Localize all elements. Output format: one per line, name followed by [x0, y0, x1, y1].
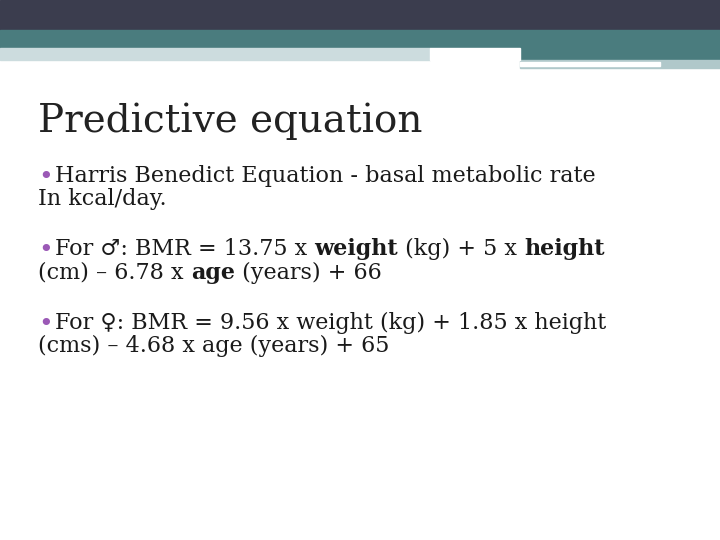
Text: (cm) – 6.78 x: (cm) – 6.78 x: [38, 262, 191, 284]
Text: In kcal/day.: In kcal/day.: [38, 188, 166, 210]
Text: For ♀: BMR = 9.56 x weight (kg) + 1.85 x height: For ♀: BMR = 9.56 x weight (kg) + 1.85 x…: [55, 312, 606, 334]
Bar: [0, 30, 720, 48]
Text: height: height: [524, 238, 604, 260]
Text: •: •: [38, 165, 53, 189]
Text: (cms) – 4.68 x age (years) + 65: (cms) – 4.68 x age (years) + 65: [38, 335, 390, 357]
Text: Harris Benedict Equation - basal metabolic rate: Harris Benedict Equation - basal metabol…: [55, 165, 595, 187]
Bar: [520, 48, 720, 60]
Bar: [0, 0, 720, 30]
Text: For ♂: BMR = 13.75 x: For ♂: BMR = 13.75 x: [55, 238, 314, 260]
Text: •: •: [38, 312, 53, 336]
Bar: [0, 48, 430, 60]
Bar: [430, 48, 520, 60]
Bar: [520, 60, 720, 68]
Text: (years) + 66: (years) + 66: [235, 262, 382, 284]
Text: (kg) + 5 x: (kg) + 5 x: [398, 238, 524, 260]
Bar: [520, 62, 660, 66]
Text: weight: weight: [314, 238, 398, 260]
Text: Predictive equation: Predictive equation: [38, 102, 423, 139]
Text: age: age: [191, 262, 235, 284]
Text: •: •: [38, 238, 53, 262]
